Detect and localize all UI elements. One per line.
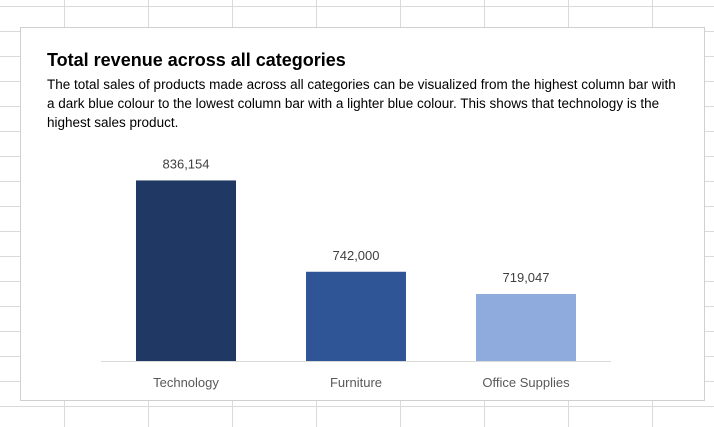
bar-furniture[interactable] bbox=[306, 271, 406, 361]
data-label: 742,000 bbox=[333, 248, 380, 263]
data-label: 836,154 bbox=[163, 156, 210, 171]
bar-chart-plot: 836,154 Technology 742,000 Furniture 719,047… bbox=[101, 156, 611, 390]
chart-area[interactable]: Total revenue across all categories The … bbox=[20, 27, 705, 401]
chart-title: Total revenue across all categories bbox=[47, 50, 346, 70]
bar-technology[interactable] bbox=[136, 180, 236, 361]
chart-subtitle: The total sales of products made across … bbox=[47, 77, 676, 130]
x-tick-label: Office Supplies bbox=[482, 375, 570, 390]
data-label: 719,047 bbox=[503, 270, 550, 285]
bar-office-supplies[interactable] bbox=[476, 294, 576, 361]
x-tick-label: Technology bbox=[153, 375, 219, 390]
x-tick-label: Furniture bbox=[330, 375, 382, 390]
